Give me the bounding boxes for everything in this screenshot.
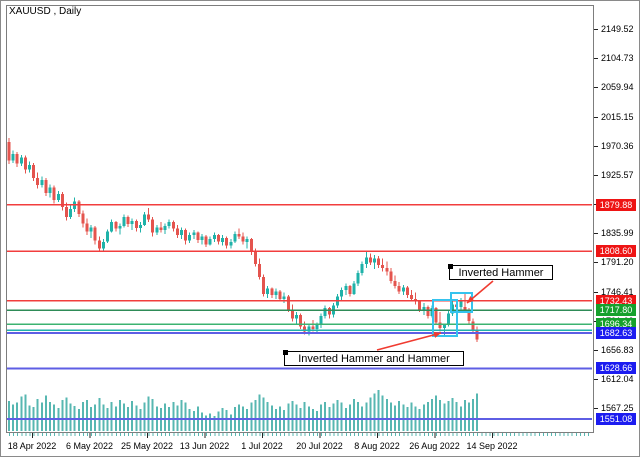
price-level-lines xyxy=(7,203,592,420)
y-axis-tick-label: 1835.99 xyxy=(601,228,634,239)
y-axis-tick-label: 1567.25 xyxy=(601,403,634,414)
pattern-highlight-boxes xyxy=(432,292,473,337)
price-level-label: 1717.80 xyxy=(596,304,636,317)
price-level-label: 1879.88 xyxy=(596,198,636,211)
plot-frame xyxy=(6,5,594,433)
price-level-label: 1551.08 xyxy=(596,412,636,425)
x-axis-date-label: 1 Jul 2022 xyxy=(241,441,283,451)
time-axis[interactable]: 18 Apr 2022 6 May 2022 25 May 2022 13 Jun 2… xyxy=(1,439,593,456)
price-level-label: 1682.63 xyxy=(596,327,636,340)
y-axis-tick-label: 1791.20 xyxy=(601,257,634,268)
annotation-inverted-hammer[interactable]: Inverted Hammer xyxy=(448,264,553,280)
annotation-inverted-hammer-and-hammer[interactable]: Inverted Hammer and Hammer xyxy=(283,350,464,366)
y-axis-tick-label: 1970.36 xyxy=(601,140,634,151)
price-axis[interactable]: 2149.52 2104.73 2059.94 2015.15 1970.36 1925.… xyxy=(594,1,639,432)
x-axis-date-label: 25 May 2022 xyxy=(120,441,174,451)
annotation-arrows xyxy=(376,280,494,351)
candlesticks xyxy=(7,138,479,343)
y-axis-tick-label: 2059.94 xyxy=(601,82,634,93)
price-axis-ticks xyxy=(594,29,598,409)
y-axis-tick-label: 1656.83 xyxy=(601,345,634,356)
price-level-label: 1628.66 xyxy=(596,362,636,375)
price-level-label: 1732.43 xyxy=(596,294,636,307)
symbol-period-label: XAUUSD , Daily xyxy=(9,6,82,17)
x-axis-date-label: 8 Aug 2022 xyxy=(354,441,400,451)
y-axis-tick-label: 2149.52 xyxy=(601,23,634,34)
y-axis-tick-label: 2104.73 xyxy=(601,53,634,64)
x-axis-date-label: 20 Jul 2022 xyxy=(296,441,343,451)
y-axis-tick-label: 2015.15 xyxy=(601,111,634,122)
y-axis-tick-label: 1925.57 xyxy=(601,169,634,180)
x-axis-date-label: 13 Jun 2022 xyxy=(179,441,230,451)
x-axis-date-label: 14 Sep 2022 xyxy=(466,441,518,451)
volume-bars xyxy=(8,390,479,432)
y-axis-tick-label: 1746.41 xyxy=(601,286,634,297)
time-axis-ticks xyxy=(9,433,590,438)
price-level-label: 1808.60 xyxy=(596,245,636,258)
x-axis-date-label: 6 May 2022 xyxy=(65,441,114,451)
x-axis-date-label: 18 Apr 2022 xyxy=(7,441,57,451)
y-axis-tick-label: 1612.04 xyxy=(601,374,634,385)
x-axis-date-label: 26 Aug 2022 xyxy=(409,441,460,451)
